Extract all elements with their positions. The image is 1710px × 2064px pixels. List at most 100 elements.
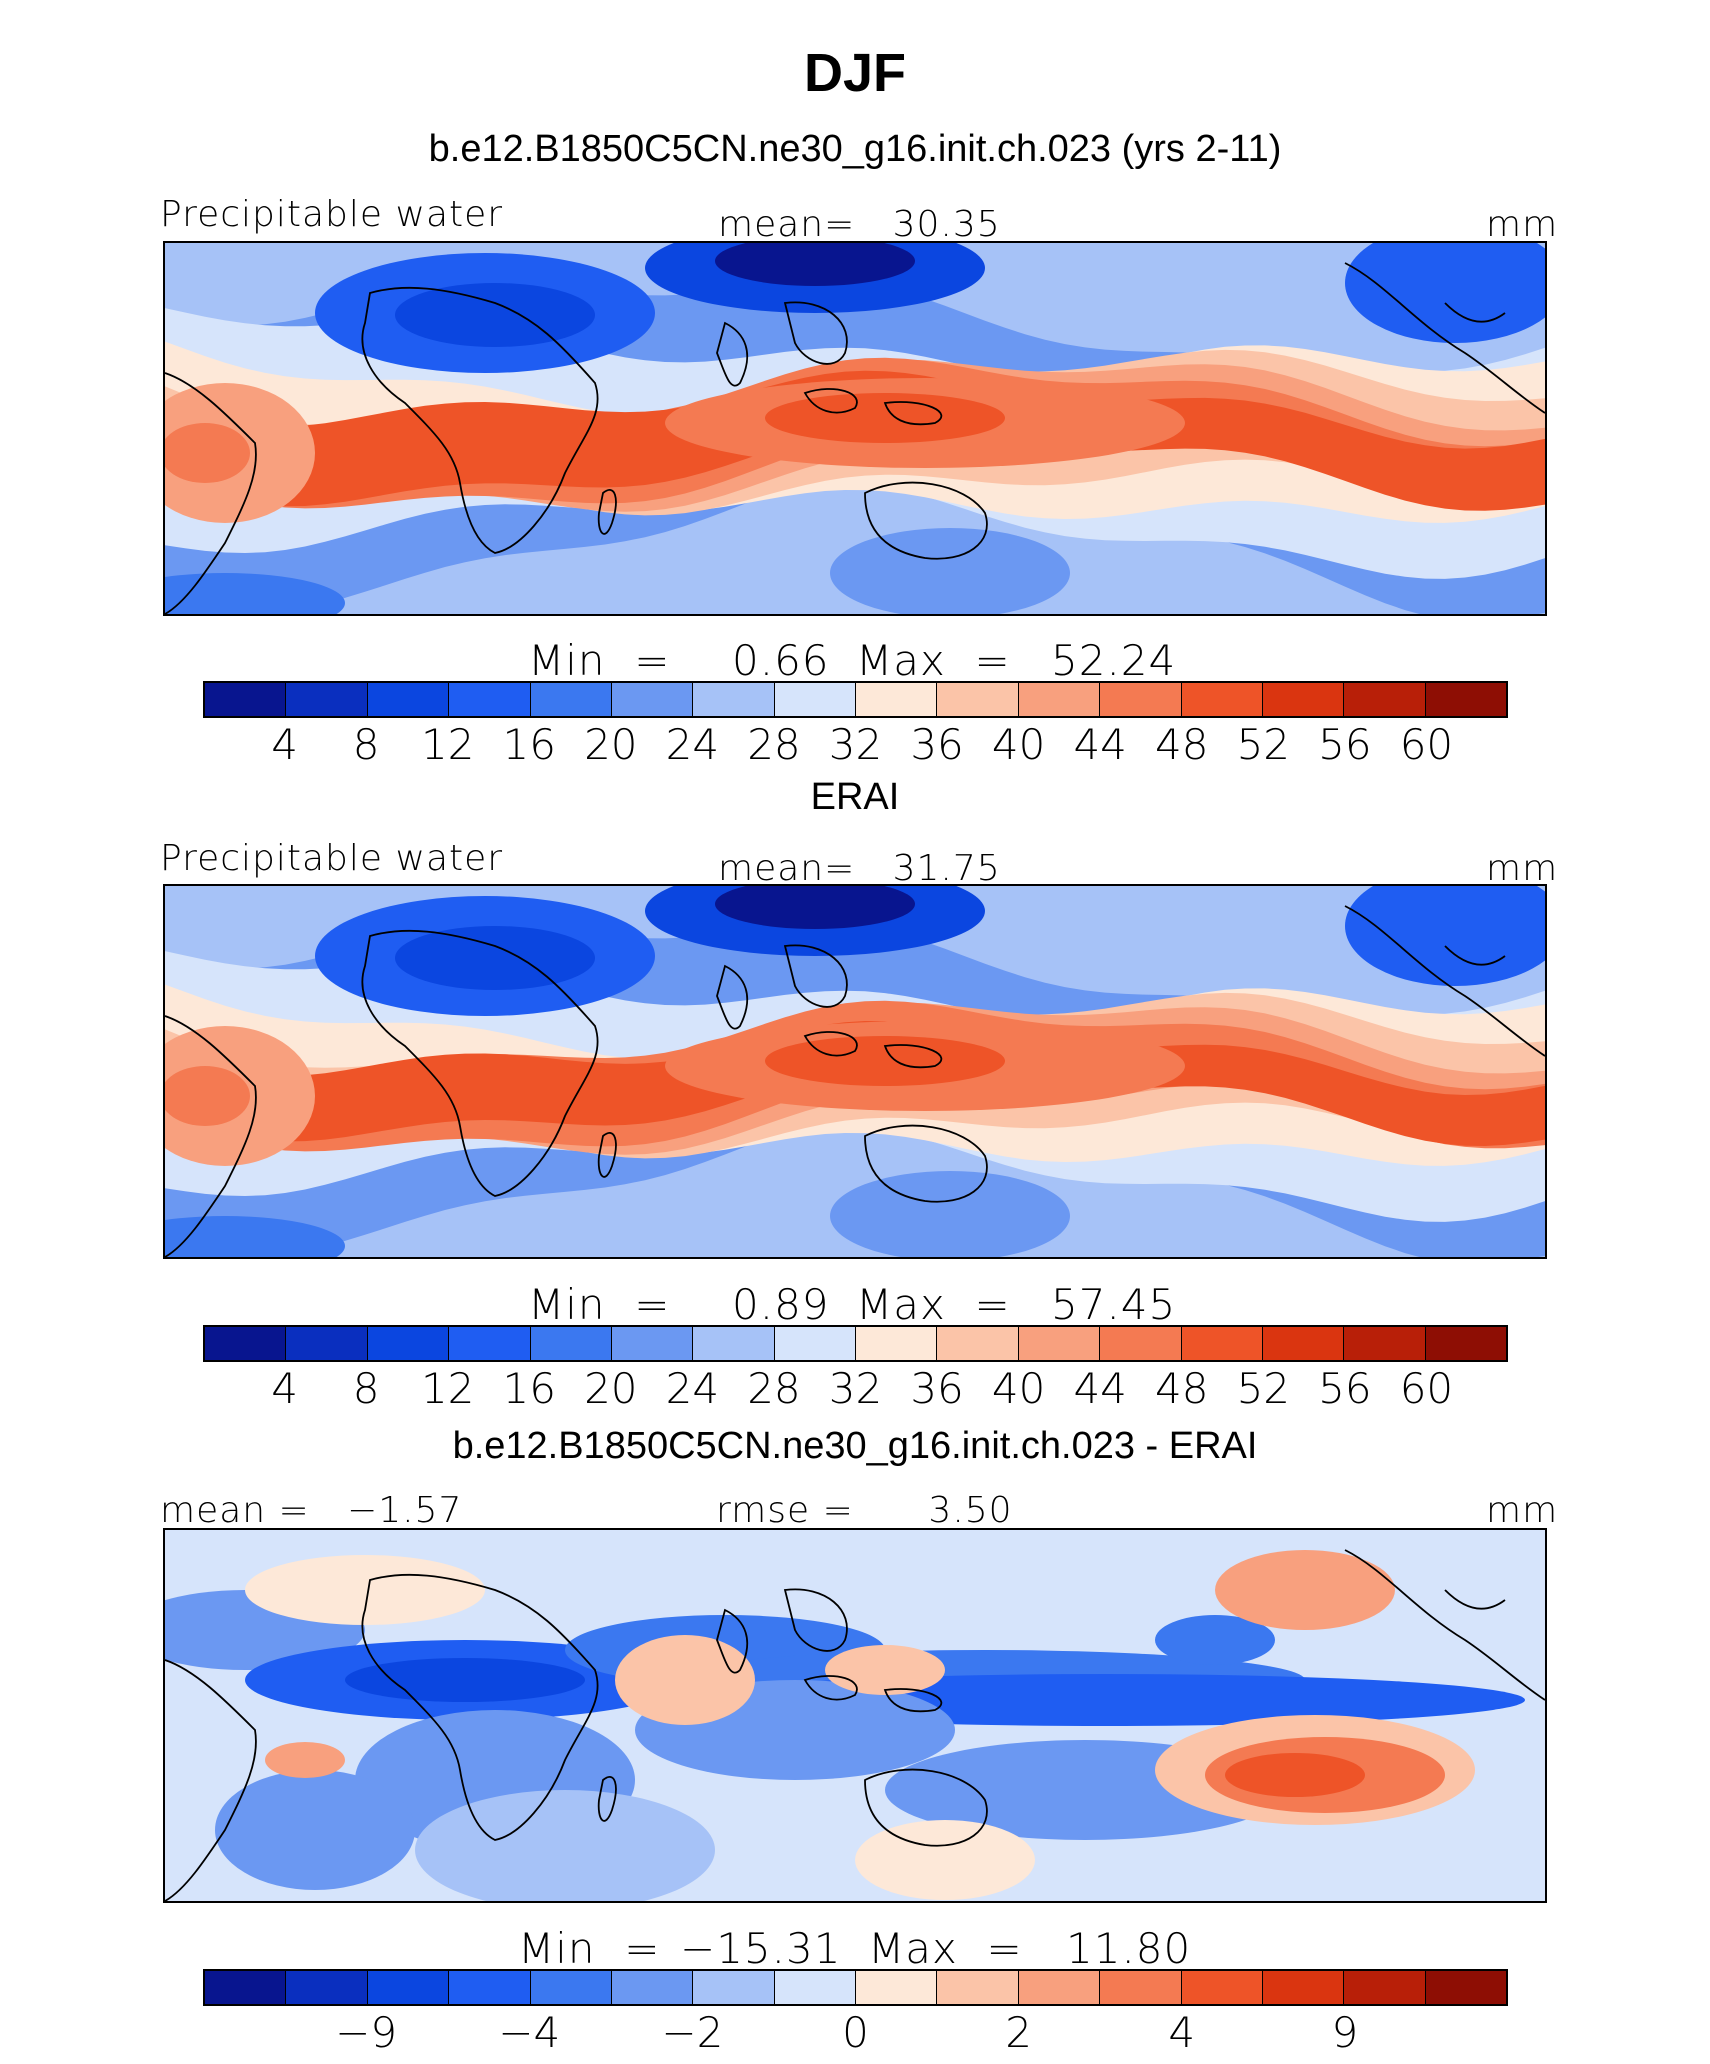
colorbar-swatch	[693, 1327, 775, 1360]
colorbar-swatch	[286, 1971, 368, 2004]
colorbar-swatch	[856, 1327, 938, 1360]
coastline	[864, 1768, 988, 1847]
colorbar-tick-label: 56	[1318, 1364, 1372, 1413]
colorbar-tick-label: 24	[665, 720, 720, 769]
panel-2-variable-label: Precipitable water	[160, 838, 504, 879]
panel-2-mean-label: mean= 31.75	[718, 848, 1001, 889]
coastline	[597, 1776, 617, 1822]
colorbar-tick-label: 32	[828, 720, 883, 769]
colorbar-tick-label: 40	[991, 1364, 1046, 1413]
colorbar-swatch	[937, 1971, 1019, 2004]
colorbar-swatch	[286, 1327, 368, 1360]
colorbar-swatch	[1100, 1971, 1182, 2004]
panel-1-max-value: 52.24	[1051, 636, 1177, 685]
panel-3-title: b.e12.B1850C5CN.ne30_g16.init.ch.023 - E…	[452, 1425, 1258, 1467]
colorbar-swatch	[774, 1971, 856, 2004]
colorbar-tick-label: 2	[1005, 2008, 1032, 2057]
coastline	[883, 401, 943, 426]
panel-3-min-value: −15.31	[680, 1924, 842, 1973]
coastline	[1444, 945, 1506, 966]
panel-2-max-value: 57.45	[1051, 1280, 1177, 1329]
colorbar-tick-label: 16	[502, 720, 556, 769]
colorbar-swatch	[774, 683, 856, 716]
panel-2-title: ERAI	[810, 776, 900, 818]
colorbar-swatch	[449, 1971, 531, 2004]
colorbar-swatch	[937, 1327, 1019, 1360]
colorbar-swatch	[1100, 1327, 1182, 1360]
panel-2-min-value: 0.89	[732, 1280, 830, 1329]
coastline	[783, 944, 848, 1008]
coastline	[783, 301, 848, 365]
coastline	[165, 1659, 257, 1901]
coastline	[361, 1573, 599, 1841]
colorbar-swatch	[367, 683, 450, 716]
panel-1-title: b.e12.B1850C5CN.ne30_g16.init.ch.023 (yr…	[428, 128, 1282, 170]
colorbar-swatch	[1181, 683, 1263, 716]
coastline	[883, 1688, 943, 1713]
panel-1-map	[163, 241, 1547, 616]
coastline	[1444, 1589, 1506, 1610]
panel-2-colorbar-ticks: 4 8 12 16 20 24 28 32 36 40 44 48 52 56 60	[203, 1362, 1508, 1413]
panel-3-max-label: Max =	[868, 1924, 1023, 1973]
colorbar-swatch	[1425, 1327, 1506, 1360]
colorbar-swatch	[1262, 1327, 1345, 1360]
colorbar-swatch	[774, 1327, 856, 1360]
colorbar-swatch	[530, 1971, 612, 2004]
colorbar-tick-label: 52	[1236, 720, 1291, 769]
coastline	[165, 372, 257, 614]
coastline	[864, 1124, 988, 1203]
colorbar-tick-label: 16	[502, 1364, 556, 1413]
colorbar-tick-label: −9	[335, 2008, 398, 2057]
colorbar-tick-label: 60	[1399, 1364, 1454, 1413]
panel-2-min-label: Min =	[528, 1280, 671, 1329]
coastline	[883, 1044, 943, 1069]
colorbar-swatch	[1018, 683, 1101, 716]
colorbar-tick-label: 12	[420, 720, 475, 769]
panel-3-mean-label: mean = −1.57	[160, 1490, 463, 1531]
colorbar-swatch	[1181, 1327, 1263, 1360]
panel-3-max-value: 11.80	[1066, 1924, 1192, 1973]
colorbar-swatch	[1262, 1971, 1345, 2004]
colorbar-tick-label: 48	[1155, 1364, 1209, 1413]
panel-3-colorbar-ticks: −9 −4 −2 0 2 4 9	[203, 2006, 1508, 2057]
colorbar-tick-label: 32	[828, 1364, 883, 1413]
colorbar-tick-label: 60	[1399, 720, 1454, 769]
panel-1-min-label: Min =	[528, 636, 671, 685]
colorbar-tick-label: −2	[661, 2008, 724, 2057]
coastline	[1344, 262, 1545, 414]
colorbar-tick-label: 28	[747, 1364, 801, 1413]
panel-3-units-label: mm	[1486, 1490, 1559, 1531]
colorbar-tick-label: 36	[910, 720, 964, 769]
colorbar-tick-label: −4	[498, 2008, 561, 2057]
coastline	[803, 388, 858, 414]
colorbar-swatch	[530, 683, 612, 716]
panel-1-mean-label: mean= 30.35	[718, 204, 1001, 245]
colorbar-swatch	[937, 683, 1019, 716]
colorbar-tick-label: 8	[352, 1364, 380, 1413]
panel-1-colorbar-ticks: 4 8 12 16 20 24 28 32 36 40 44 48 52 56 60	[203, 718, 1508, 769]
panel-2-colorbar	[203, 1325, 1508, 1362]
panel-1-max-label: Max =	[856, 636, 1011, 685]
colorbar-tick-label: 4	[271, 720, 298, 769]
coastline	[803, 1675, 858, 1701]
colorbar-swatch	[1344, 1971, 1426, 2004]
coastline	[597, 1132, 617, 1178]
colorbar-swatch	[1344, 1327, 1426, 1360]
colorbar-tick-label: 24	[665, 1364, 720, 1413]
coastline	[1344, 905, 1545, 1057]
colorbar-swatch	[1018, 1971, 1101, 2004]
colorbar-swatch	[856, 683, 938, 716]
panel-2-max-label: Max =	[856, 1280, 1011, 1329]
colorbar-swatch	[286, 683, 368, 716]
colorbar-tick-label: 28	[747, 720, 801, 769]
coastline	[1444, 302, 1506, 323]
colorbar-swatch	[693, 683, 775, 716]
panel-2-map	[163, 884, 1547, 1259]
colorbar-swatch	[205, 683, 287, 716]
colorbar-tick-label: 8	[352, 720, 380, 769]
panel-2-units-label: mm	[1486, 848, 1559, 889]
colorbar-swatch	[530, 1327, 612, 1360]
colorbar-swatch	[367, 1327, 450, 1360]
colorbar-swatch	[611, 683, 694, 716]
coastline	[716, 1608, 749, 1674]
